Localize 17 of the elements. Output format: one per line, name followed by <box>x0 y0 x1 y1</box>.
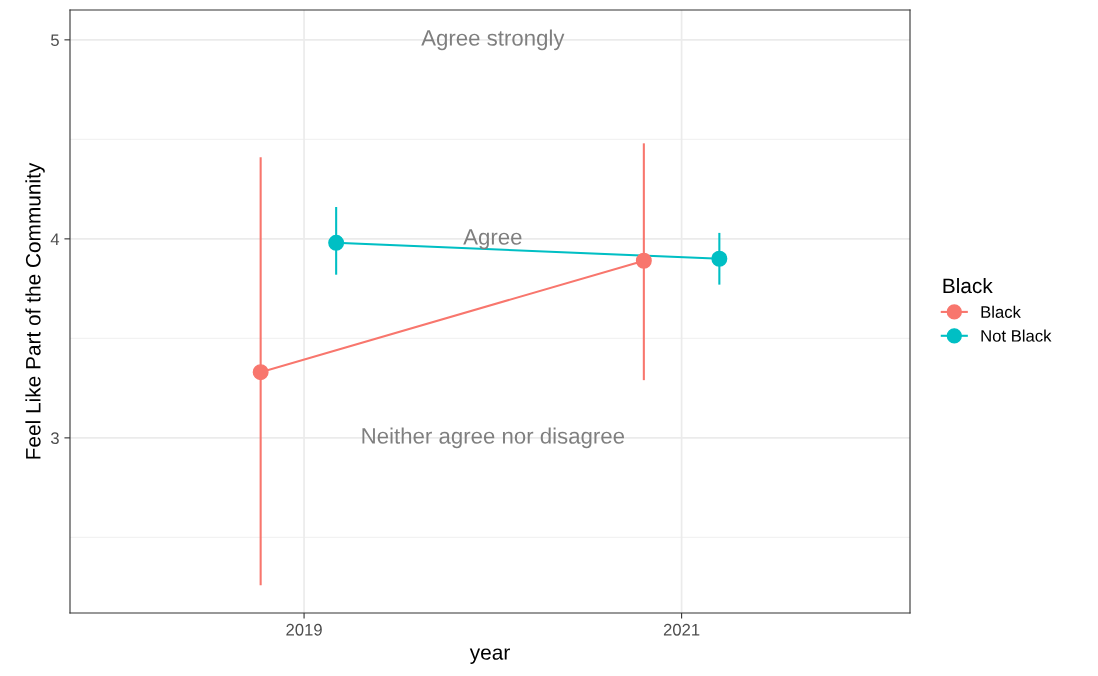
point <box>635 252 652 269</box>
legend-title: Black <box>943 277 993 294</box>
y-axis-title: Feel Like Part of the Community <box>25 162 45 459</box>
x-tick-label: 2021 <box>663 623 700 636</box>
y-tick-label: 4 <box>50 233 60 245</box>
y-tick-label: 3 <box>50 432 59 445</box>
legend-label: Not Black <box>981 329 1052 342</box>
legend-label: Black <box>981 305 1021 318</box>
annotation: Agree <box>463 229 522 250</box>
y-tick-label: 5 <box>50 34 59 47</box>
annotation: Agree strongly <box>421 29 565 51</box>
annotation: Neither agree nor disagree <box>362 427 625 449</box>
point <box>328 234 345 251</box>
x-tick-label: 2019 <box>286 623 322 636</box>
point <box>711 250 728 267</box>
point <box>252 364 269 381</box>
x-axis-title: year <box>469 648 510 664</box>
